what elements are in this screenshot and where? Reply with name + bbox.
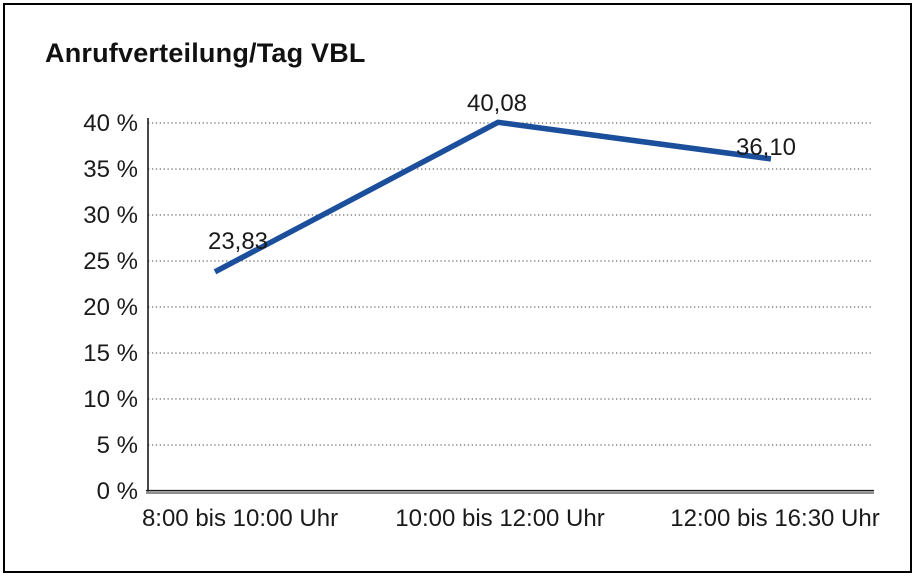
x-tick-label: 10:00 bis 12:00 Uhr: [395, 505, 604, 532]
y-tick-label: 5 %: [97, 432, 138, 459]
chart-title: Anrufverteilung/Tag VBL: [45, 38, 366, 68]
y-tick-label: 15 %: [83, 340, 138, 367]
data-label: 40,08: [467, 90, 527, 117]
y-tick-label: 20 %: [83, 294, 138, 321]
data-label: 23,83: [208, 228, 268, 255]
data-label: 36,10: [736, 134, 796, 161]
y-tick-label: 35 %: [83, 156, 138, 183]
y-tick-label: 30 %: [83, 202, 138, 229]
x-tick-label: 12:00 bis 16:30 Uhr: [670, 505, 879, 532]
chart-frame: Anrufverteilung/Tag VBL: [3, 3, 912, 573]
y-tick-label: 0 %: [97, 478, 138, 505]
y-tick-label: 40 %: [83, 110, 138, 137]
y-tick-label: 25 %: [83, 248, 138, 275]
data-line: [213, 119, 772, 275]
y-tick-label: 10 %: [83, 386, 138, 413]
x-tick-label: 8:00 bis 10:00 Uhr: [142, 505, 338, 532]
